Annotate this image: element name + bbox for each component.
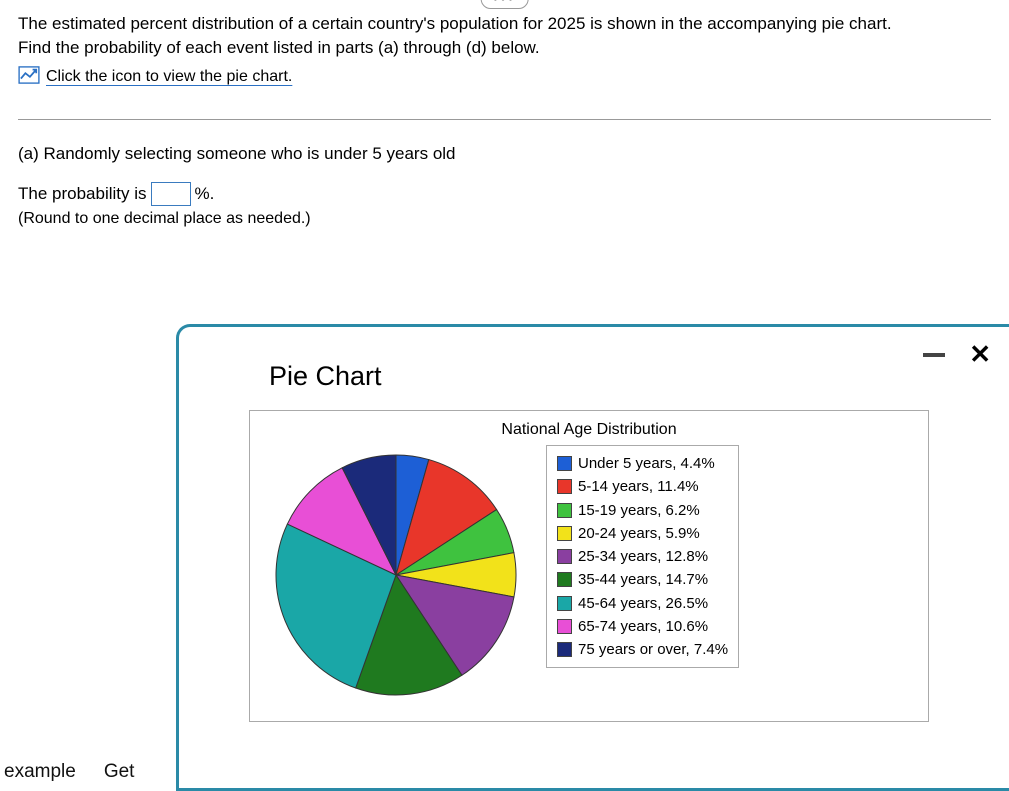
legend-row: Under 5 years, 4.4% — [557, 452, 728, 475]
legend-row: 25-34 years, 12.8% — [557, 545, 728, 568]
legend-label: 65-74 years, 10.6% — [578, 615, 708, 638]
legend-swatch — [557, 619, 572, 634]
legend-swatch — [557, 479, 572, 494]
legend-label: 35-44 years, 14.7% — [578, 568, 708, 591]
legend-label: 25-34 years, 12.8% — [578, 545, 708, 568]
part-a-prompt: (a) Randomly selecting someone who is un… — [18, 144, 991, 164]
minimize-button[interactable] — [923, 353, 945, 357]
legend-label: 75 years or over, 7.4% — [578, 638, 728, 661]
legend-row: 45-64 years, 26.5% — [557, 592, 728, 615]
problem-line-1: The estimated percent distribution of a … — [18, 12, 991, 36]
pie-chart-popup: ✕ Pie Chart National Age Distribution Un… — [176, 324, 1009, 791]
legend-label: 15-19 years, 6.2% — [578, 499, 700, 522]
legend-row: 65-74 years, 10.6% — [557, 615, 728, 638]
legend-swatch — [557, 526, 572, 541]
legend-swatch — [557, 642, 572, 657]
legend-swatch — [557, 596, 572, 611]
legend-row: 5-14 years, 11.4% — [557, 475, 728, 498]
chart-title: National Age Distribution — [266, 421, 912, 439]
chart-frame: National Age Distribution Under 5 years,… — [249, 410, 929, 722]
probability-input[interactable] — [151, 182, 191, 206]
legend-row: 75 years or over, 7.4% — [557, 638, 728, 661]
pie-chart — [266, 445, 526, 705]
legend-row: 35-44 years, 14.7% — [557, 568, 728, 591]
legend-label: 5-14 years, 11.4% — [578, 475, 699, 498]
chart-legend: Under 5 years, 4.4%5-14 years, 11.4%15-1… — [546, 445, 739, 668]
legend-swatch — [557, 572, 572, 587]
popup-title: Pie Chart — [269, 361, 1009, 392]
get-button[interactable]: Get — [104, 761, 135, 783]
close-button[interactable]: ✕ — [969, 339, 991, 370]
problem-line-2: Find the probability of each event liste… — [18, 36, 991, 60]
legend-label: 45-64 years, 26.5% — [578, 592, 708, 615]
answer-suffix: %. — [195, 184, 215, 204]
legend-swatch — [557, 456, 572, 471]
legend-swatch — [557, 549, 572, 564]
legend-row: 15-19 years, 6.2% — [557, 499, 728, 522]
expand-button[interactable]: ••• — [480, 0, 529, 9]
round-note: (Round to one decimal place as needed.) — [18, 210, 991, 228]
legend-label: 20-24 years, 5.9% — [578, 522, 700, 545]
answer-prefix: The probability is — [18, 184, 147, 204]
chart-icon[interactable] — [18, 66, 40, 89]
example-button[interactable]: example — [4, 761, 76, 783]
legend-row: 20-24 years, 5.9% — [557, 522, 728, 545]
legend-swatch — [557, 503, 572, 518]
legend-label: Under 5 years, 4.4% — [578, 452, 715, 475]
view-chart-link[interactable]: Click the icon to view the pie chart. — [46, 68, 292, 86]
